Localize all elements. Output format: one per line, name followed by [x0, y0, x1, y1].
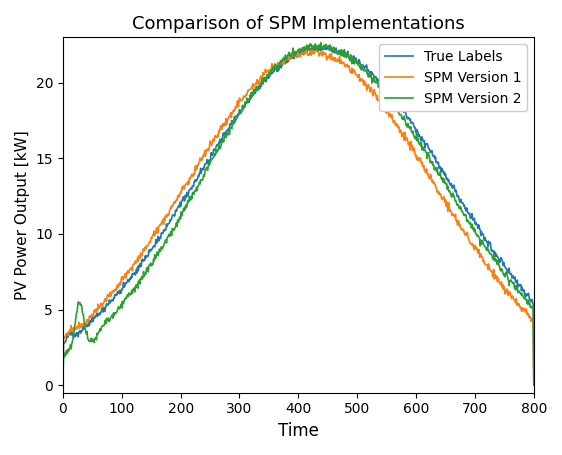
True Labels	[184, 190, 191, 195]
SPM Version 1	[123, 270, 130, 276]
SPM Version 2	[184, 203, 191, 208]
SPM Version 1	[128, 266, 135, 271]
SPM Version 2	[531, 383, 537, 388]
True Labels	[527, 298, 533, 303]
SPM Version 2	[274, 64, 280, 69]
SPM Version 1	[358, 77, 365, 82]
Y-axis label: PV Power Output [kW]: PV Power Output [kW]	[15, 130, 30, 300]
True Labels	[358, 65, 365, 70]
SPM Version 2	[60, 383, 66, 388]
SPM Version 2	[123, 296, 130, 301]
SPM Version 2	[358, 67, 365, 73]
SPM Version 2	[527, 300, 533, 306]
X-axis label: Time: Time	[278, 422, 319, 440]
True Labels	[123, 280, 130, 286]
Legend: True Labels, SPM Version 1, SPM Version 2: True Labels, SPM Version 1, SPM Version …	[379, 44, 527, 111]
SPM Version 1	[531, 379, 537, 385]
SPM Version 1	[60, 383, 66, 388]
True Labels	[531, 382, 537, 387]
True Labels	[128, 275, 135, 280]
True Labels	[321, 42, 328, 48]
SPM Version 1	[184, 180, 191, 186]
True Labels	[274, 69, 280, 74]
SPM Version 1	[274, 63, 280, 69]
SPM Version 1	[527, 313, 533, 319]
True Labels	[60, 383, 66, 388]
SPM Version 2	[318, 40, 324, 46]
Line: True Labels: True Labels	[63, 45, 534, 385]
Title: Comparison of SPM Implementations: Comparison of SPM Implementations	[132, 15, 465, 33]
Line: SPM Version 1: SPM Version 1	[63, 50, 534, 385]
SPM Version 1	[303, 47, 310, 52]
SPM Version 2	[128, 288, 135, 293]
Line: SPM Version 2: SPM Version 2	[63, 43, 534, 385]
